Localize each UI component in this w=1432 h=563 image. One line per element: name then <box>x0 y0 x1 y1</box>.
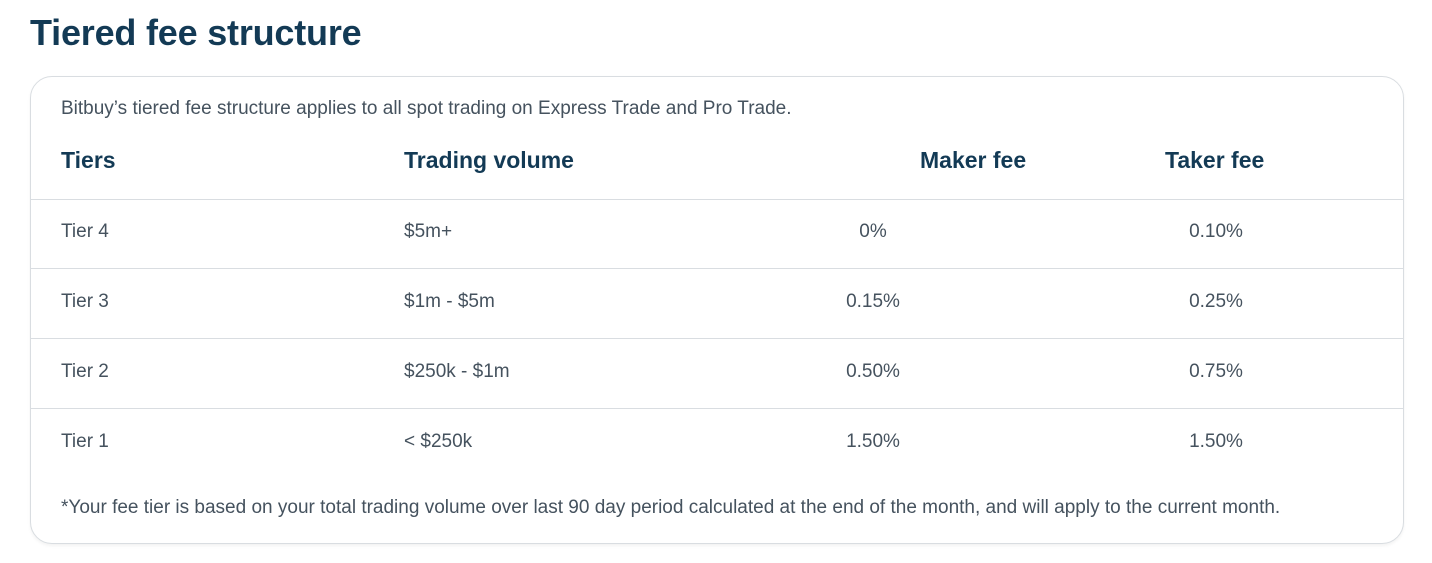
table-row: Tier 2 $250k - $1m 0.50% 0.75% <box>31 339 1403 409</box>
cell-trading-volume: $5m+ <box>404 221 453 242</box>
cell-tier: Tier 1 <box>61 431 109 452</box>
footnote-text: *Your fee tier is based on your total tr… <box>61 497 1281 518</box>
cell-taker-fee: 0.75% <box>1189 361 1243 382</box>
table-header-row: Tiers Trading volume Maker fee Taker fee <box>31 145 1403 200</box>
cell-taker-fee: 1.50% <box>1189 431 1243 452</box>
table-row: Tier 1 < $250k 1.50% 1.50% <box>31 409 1403 478</box>
table-body: Tier 4 $5m+ 0% 0.10% Tier 3 $1m - $5m 0.… <box>31 199 1403 478</box>
fee-table-card: Bitbuy’s tiered fee structure applies to… <box>30 76 1404 544</box>
cell-tier: Tier 4 <box>61 221 109 242</box>
cell-maker-fee: 0.15% <box>846 291 900 312</box>
cell-maker-fee: 0.50% <box>846 361 900 382</box>
intro-text: Bitbuy’s tiered fee structure applies to… <box>61 98 792 119</box>
cell-trading-volume: < $250k <box>404 431 473 452</box>
table-row: Tier 3 $1m - $5m 0.15% 0.25% <box>31 269 1403 339</box>
cell-tier: Tier 2 <box>61 361 109 382</box>
cell-trading-volume: $1m - $5m <box>404 291 495 312</box>
cell-maker-fee: 1.50% <box>846 431 900 452</box>
column-header-taker-fee: Taker fee <box>1165 147 1265 173</box>
cell-maker-fee: 0% <box>859 221 887 242</box>
cell-trading-volume: $250k - $1m <box>404 361 510 382</box>
cell-taker-fee: 0.10% <box>1189 221 1243 242</box>
page-title: Tiered fee structure <box>30 12 362 53</box>
column-header-maker-fee: Maker fee <box>920 147 1027 173</box>
column-header-trading-volume: Trading volume <box>404 147 574 173</box>
table-row: Tier 4 $5m+ 0% 0.10% <box>31 199 1403 269</box>
column-header-tiers: Tiers <box>61 147 116 173</box>
cell-tier: Tier 3 <box>61 291 109 312</box>
cell-taker-fee: 0.25% <box>1189 291 1243 312</box>
